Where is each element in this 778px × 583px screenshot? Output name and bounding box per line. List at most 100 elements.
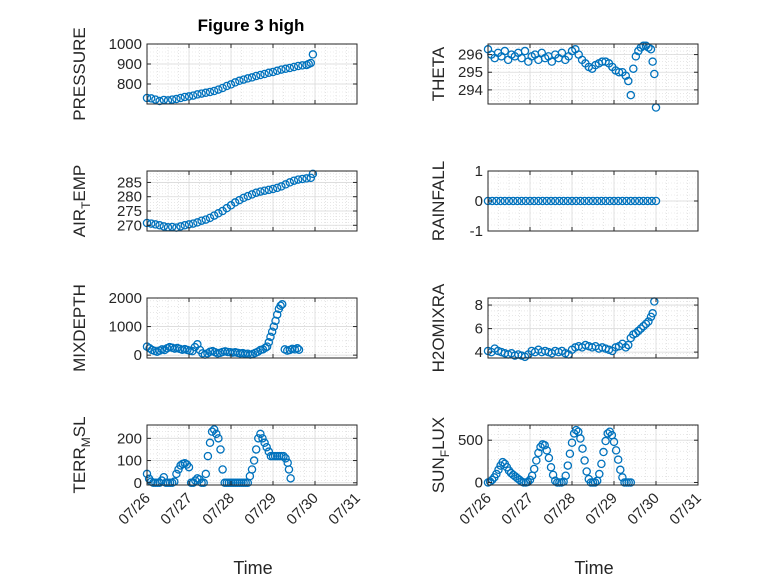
data-point	[618, 473, 627, 482]
data-point	[631, 329, 641, 338]
data-point	[492, 196, 501, 206]
y-tick-label: 294	[458, 82, 483, 99]
data-point	[188, 91, 198, 100]
data-point	[595, 469, 604, 479]
data-point	[588, 196, 598, 206]
data-point	[504, 196, 514, 206]
data-point	[235, 76, 244, 86]
data-point	[207, 427, 217, 436]
data-point	[264, 68, 274, 78]
data-point	[601, 436, 610, 446]
data-point	[494, 465, 503, 475]
data-point	[172, 469, 181, 479]
data-point	[613, 196, 623, 206]
data-point	[542, 196, 552, 206]
x-tick-label: 07/27	[498, 490, 537, 529]
data-point	[230, 198, 240, 207]
x-tick-label: 07/29	[582, 490, 621, 529]
data-point	[286, 474, 295, 483]
y-tick-label: 200	[117, 430, 142, 447]
data-point	[205, 438, 215, 448]
subplot-sun-flux: 0 500 07/26 07/27 07/28 07/29 07/30 07/31 SUNFLU…	[429, 417, 705, 578]
data-point	[650, 69, 659, 79]
data-point	[258, 434, 267, 443]
data-point	[500, 196, 510, 206]
data-point	[646, 45, 656, 54]
data-point	[205, 87, 215, 97]
y-axis-label: PRESSURE	[70, 27, 89, 121]
data-point	[151, 220, 160, 229]
data-point	[146, 94, 156, 103]
data-point	[563, 196, 573, 206]
data-point	[214, 85, 223, 94]
data-point	[621, 343, 631, 352]
data-point	[272, 183, 282, 193]
data-point	[262, 342, 272, 351]
data-point	[576, 434, 585, 443]
y-tick-label: 0	[134, 475, 142, 492]
data-point	[277, 182, 286, 191]
data-point	[559, 196, 568, 206]
data-point	[251, 188, 261, 197]
data-point	[631, 52, 641, 61]
data-point	[308, 50, 318, 59]
data-point	[567, 438, 577, 447]
data-point	[487, 475, 497, 485]
data-point	[203, 451, 213, 461]
data-point	[222, 203, 232, 213]
data-point	[513, 196, 522, 206]
data-point	[269, 322, 279, 331]
data-point	[294, 345, 304, 354]
axes-frame	[146, 297, 358, 359]
data-point	[155, 221, 164, 230]
data-point	[580, 456, 589, 465]
data-point	[243, 74, 253, 83]
data-point	[521, 196, 531, 206]
data-point	[517, 53, 526, 63]
data-point	[648, 309, 657, 318]
data-point	[584, 196, 594, 206]
data-point	[218, 206, 227, 216]
data-point	[548, 470, 558, 480]
x-tick-label: 07/31	[666, 490, 705, 529]
data-point	[492, 469, 501, 479]
data-point	[565, 449, 575, 458]
data-point	[256, 187, 265, 196]
data-point	[226, 80, 236, 89]
data-point	[277, 300, 287, 309]
y-tick-label: 2000	[109, 290, 142, 307]
data-point	[218, 465, 227, 474]
data-point	[267, 327, 277, 336]
x-tick-label: 07/26	[115, 490, 154, 529]
data-point	[563, 461, 573, 470]
data-point	[193, 90, 202, 99]
y-tick-label: 1	[475, 163, 483, 180]
data-point	[529, 464, 539, 474]
y-axis-label: MIXDEPTH	[70, 284, 89, 372]
data-point	[247, 465, 257, 474]
y-axis-label: AIRTEMP	[70, 165, 93, 238]
data-point	[532, 456, 541, 465]
axes-frame	[487, 297, 699, 359]
subplot-rainfall: -1 0 1 RAINFALL	[429, 161, 699, 241]
axes-frame	[487, 43, 699, 105]
data-point	[576, 196, 585, 206]
data-point	[496, 196, 505, 206]
data-point	[500, 46, 510, 56]
data-point	[209, 425, 219, 434]
data-point	[629, 64, 638, 73]
data-point	[547, 57, 557, 66]
data-point	[561, 471, 570, 480]
data-point	[293, 175, 303, 184]
data-point	[534, 196, 543, 206]
data-point	[520, 46, 530, 56]
data-point	[571, 196, 581, 206]
x-tick-label: 07/30	[283, 490, 322, 529]
x-tick-label: 07/26	[456, 490, 495, 529]
data-point	[247, 73, 257, 82]
y-tick-label: 4	[475, 344, 483, 361]
data-point	[622, 196, 631, 206]
data-point	[180, 92, 190, 102]
data-point	[298, 174, 307, 184]
